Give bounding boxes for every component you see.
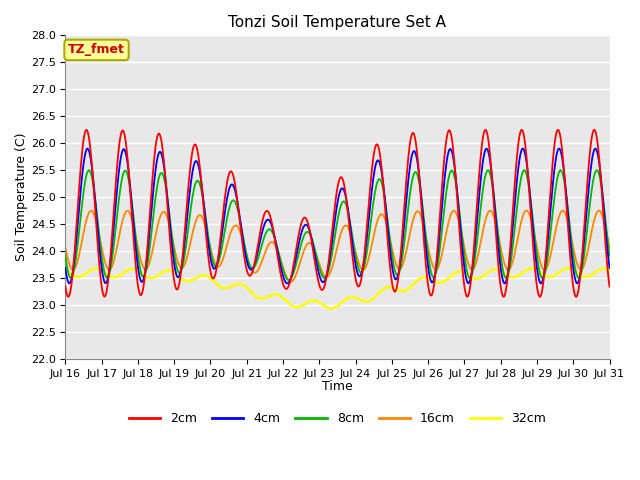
Title: Tonzi Soil Temperature Set A: Tonzi Soil Temperature Set A xyxy=(228,15,447,30)
Y-axis label: Soil Temperature (C): Soil Temperature (C) xyxy=(15,133,28,262)
Legend: 2cm, 4cm, 8cm, 16cm, 32cm: 2cm, 4cm, 8cm, 16cm, 32cm xyxy=(124,407,551,430)
Text: TZ_fmet: TZ_fmet xyxy=(68,43,125,57)
X-axis label: Time: Time xyxy=(322,380,353,393)
